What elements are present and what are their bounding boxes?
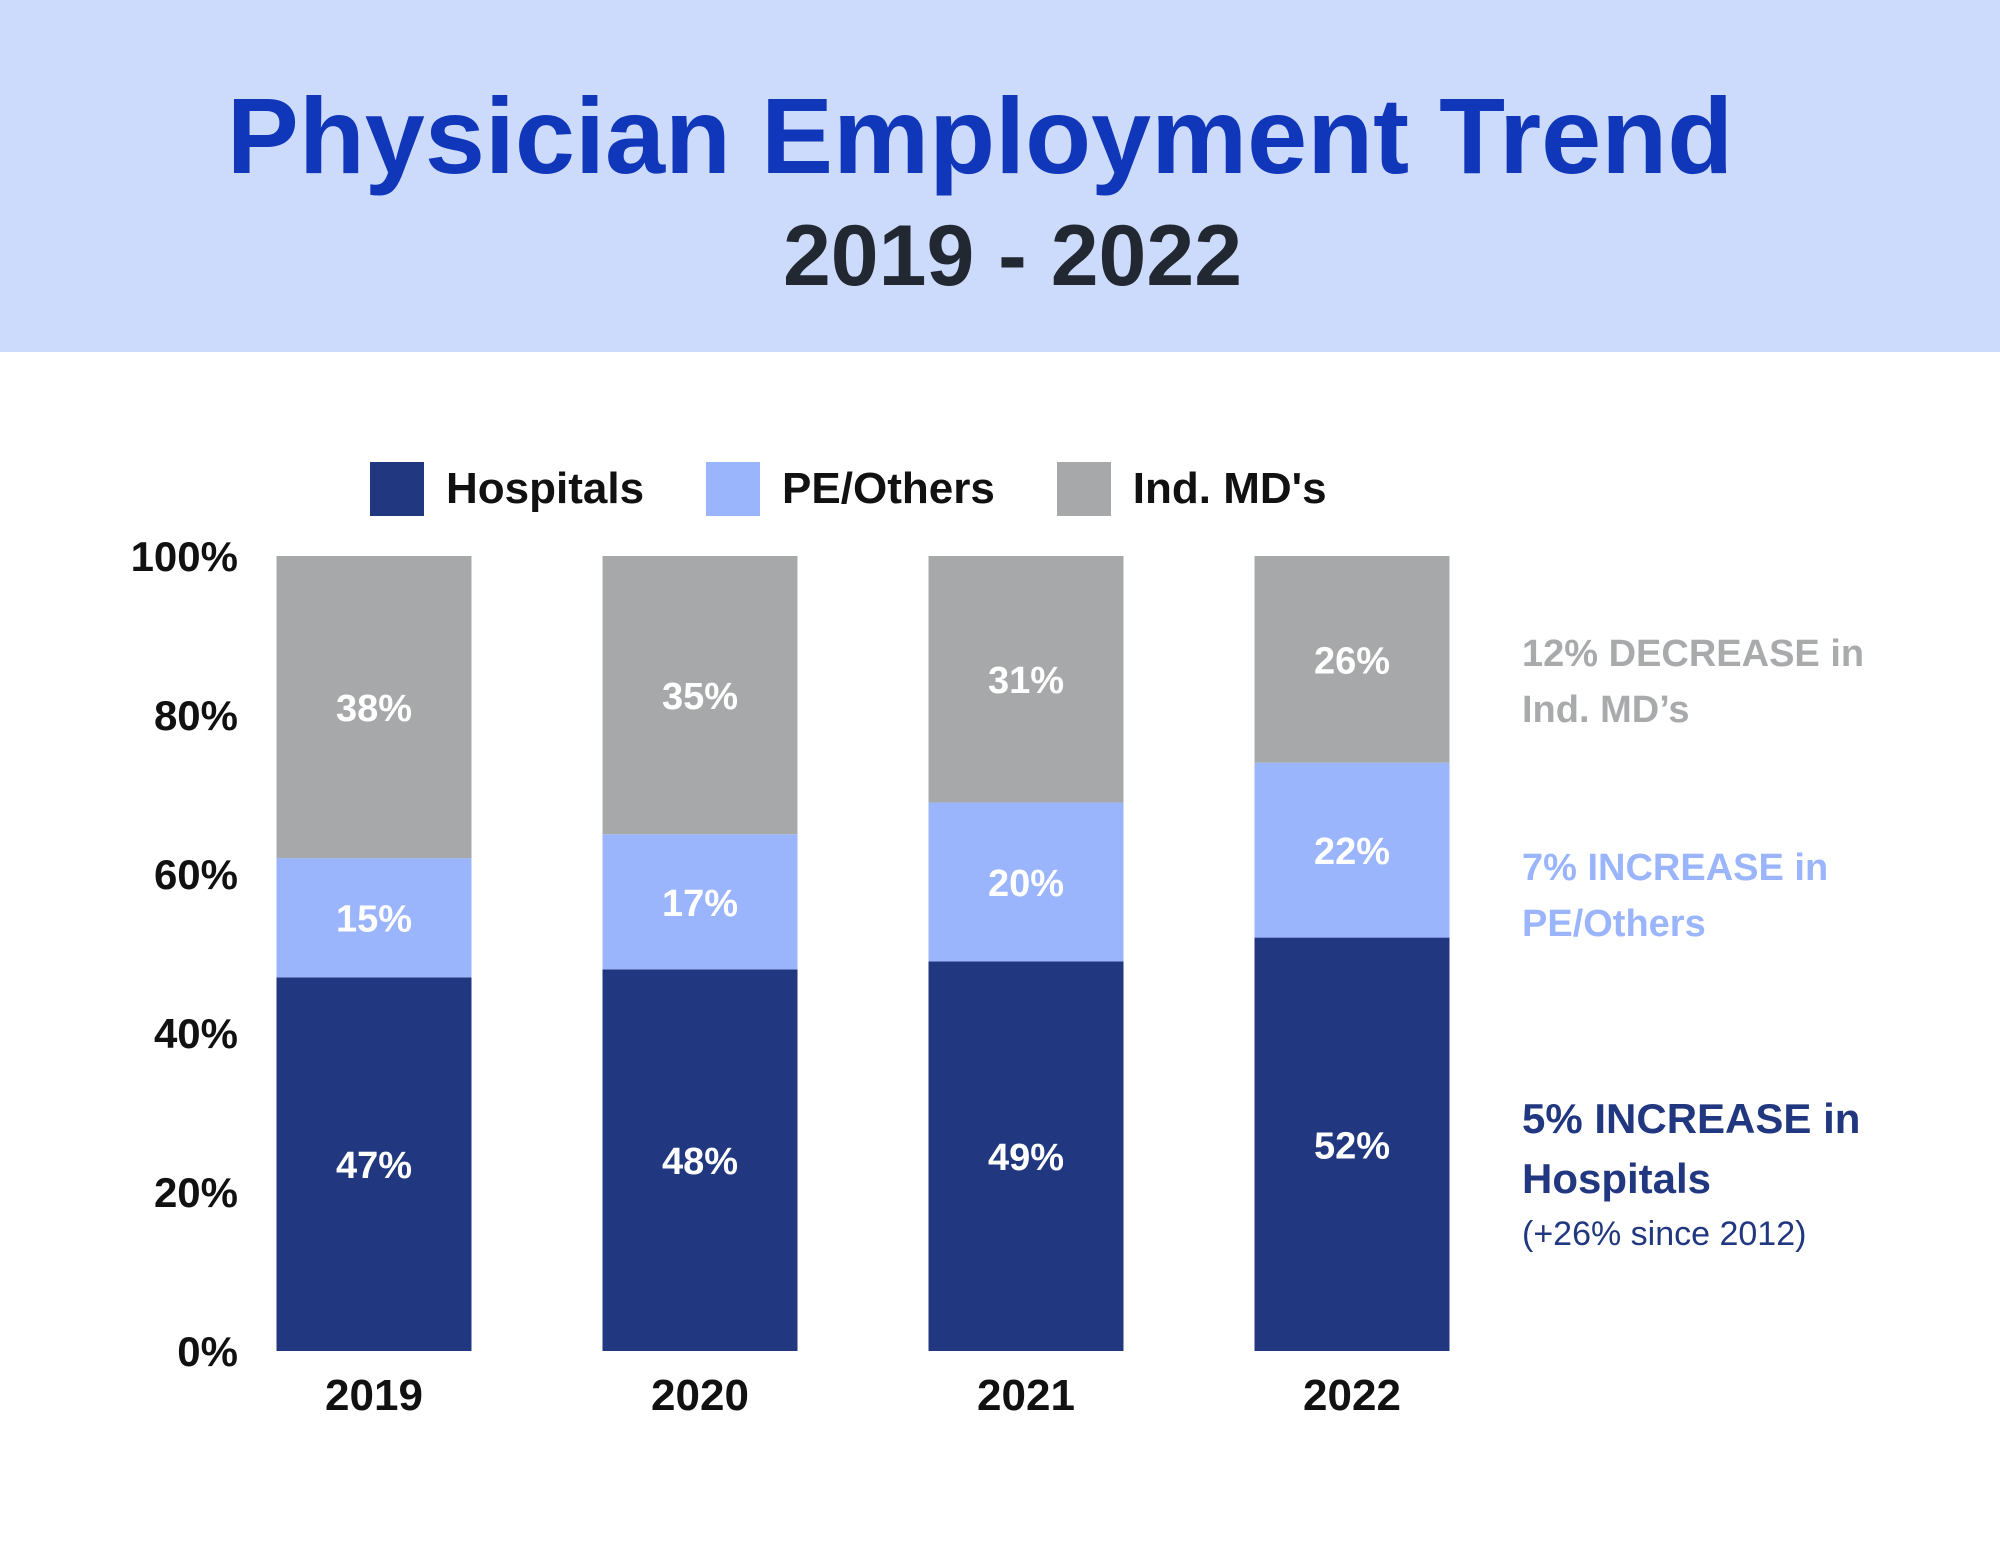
bar-segment-pe-others-2019 xyxy=(276,858,472,978)
annotation-pe-line1: 7% INCREASE in xyxy=(1522,847,1829,889)
annotation-ind-line2: Ind. MD’s xyxy=(1522,689,1690,731)
bar-segment-ind-md-s-2019 xyxy=(276,556,472,859)
annotation-ind-decrease: 12% DECREASE in Ind. MD’s xyxy=(1522,626,1962,738)
data-label: 22% xyxy=(1314,831,1390,873)
x-tick-label: 2022 xyxy=(1303,1371,1401,1420)
data-label: 31% xyxy=(988,660,1064,702)
y-tick-label: 80% xyxy=(154,692,238,739)
annotation-pe-increase: 7% INCREASE in PE/Others xyxy=(1522,840,1962,952)
data-label: 17% xyxy=(662,883,738,925)
x-tick-label: 2019 xyxy=(325,1371,423,1420)
legend-swatch-hospitals xyxy=(370,462,424,516)
header-banner: Physician Employment Trend 2019 - 2022 xyxy=(0,0,2000,352)
x-tick-label: 2021 xyxy=(977,1371,1075,1420)
y-tick-label: 0% xyxy=(177,1328,238,1375)
legend-swatch-pe-others xyxy=(706,462,761,516)
data-label: 49% xyxy=(988,1137,1064,1179)
bar-segment-hospitals-2022 xyxy=(1254,937,1450,1351)
legend-label-pe-others: PE/Others xyxy=(782,464,995,513)
legend-item-pe-others: PE/Others xyxy=(706,462,995,516)
y-tick-label: 20% xyxy=(154,1169,238,1216)
data-label: 26% xyxy=(1314,640,1390,682)
bar-segment-ind-md-s-2022 xyxy=(1254,556,1450,763)
data-label: 38% xyxy=(336,688,412,730)
data-label: 52% xyxy=(1314,1125,1390,1167)
bar-segment-ind-md-s-2020 xyxy=(602,556,798,835)
chart-subtitle: 2019 - 2022 xyxy=(782,208,1243,304)
bar-segment-pe-others-2021 xyxy=(928,802,1124,962)
legend-label-ind-mds: Ind. MD's xyxy=(1132,464,1327,513)
bar-segment-pe-others-2022 xyxy=(1254,762,1450,938)
bar-segment-hospitals-2020 xyxy=(602,969,798,1351)
annotation-hosp-line1: 5% INCREASE in xyxy=(1522,1095,1861,1142)
legend-label-hospitals: Hospitals xyxy=(446,464,645,513)
y-tick-label: 60% xyxy=(154,851,238,898)
legend-item-hospitals: Hospitals xyxy=(370,462,644,516)
legend: Hospitals PE/Others Ind. MD's xyxy=(370,462,1389,516)
data-label: 47% xyxy=(336,1145,412,1187)
annotation-ind-line1: 12% DECREASE in xyxy=(1522,633,1865,675)
annotation-hosp-sub: (+26% since 2012) xyxy=(1522,1215,1807,1253)
bar-segment-hospitals-2019 xyxy=(276,977,472,1351)
data-label: 48% xyxy=(662,1141,738,1183)
legend-swatch-ind-mds xyxy=(1056,462,1111,516)
annotation-hospitals-increase: 5% INCREASE in Hospitals (+26% since 201… xyxy=(1522,1089,1962,1259)
chart-title: Physician Employment Trend xyxy=(226,75,1734,196)
y-tick-label: 40% xyxy=(154,1010,238,1057)
annotation-pe-line2: PE/Others xyxy=(1522,903,1706,945)
legend-item-ind-mds: Ind. MD's xyxy=(1056,462,1327,516)
data-label: 15% xyxy=(336,899,412,941)
bar-segment-pe-others-2020 xyxy=(602,834,798,970)
bar-segment-ind-md-s-2021 xyxy=(928,556,1124,803)
bar-segment-hospitals-2021 xyxy=(928,961,1124,1351)
annotation-hosp-line2: Hospitals xyxy=(1522,1155,1712,1202)
data-label: 20% xyxy=(988,863,1064,905)
x-tick-label: 2020 xyxy=(651,1371,749,1420)
y-tick-label: 100% xyxy=(131,533,238,580)
data-label: 35% xyxy=(662,676,738,718)
